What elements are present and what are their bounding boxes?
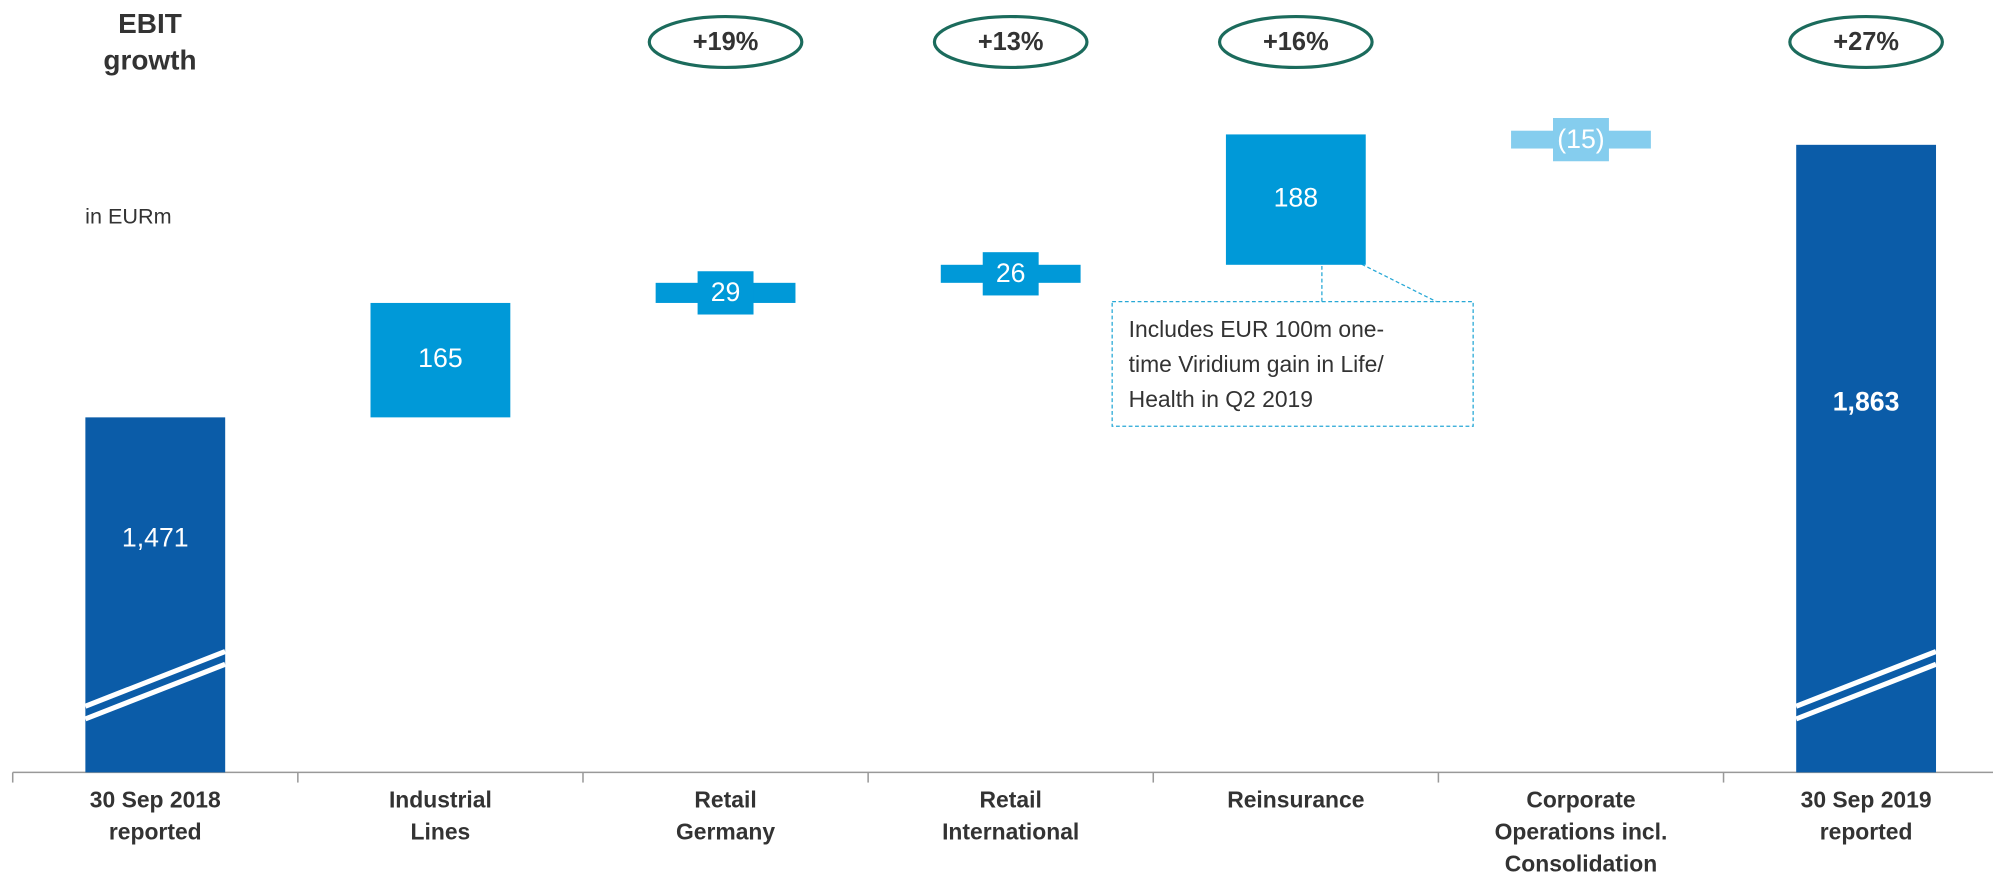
bar [1225,134,1366,265]
x-tick-label: Germany [676,819,775,845]
growth-label: +13% [978,28,1044,56]
value-label-box [697,271,754,315]
value-label: (15) [1557,124,1604,154]
value-label: 188 [1274,183,1319,213]
x-tick-label: Retail [980,787,1042,813]
growth-label: +27% [1833,28,1899,56]
chart-subtitle: in EURm [85,203,171,228]
growth-oval [647,14,804,70]
growth-oval [1788,14,1944,70]
callout-box [1111,300,1474,427]
callout-text: time Viridium gain in Life/ [1129,351,1385,377]
axis-break [84,661,227,722]
x-tick-label: reported [1820,819,1913,845]
value-label: 1,863 [1833,386,1900,416]
x-tick-label: Retail [694,787,756,813]
x-tick-label: International [942,819,1079,845]
axis-break [84,649,227,709]
x-tick-label: Lines [411,819,471,845]
chart-title: growth [103,45,196,76]
value-label: 29 [711,277,741,307]
value-label: 165 [418,343,463,373]
bar [85,417,226,773]
growth-label: +19% [693,28,759,56]
growth-label: +16% [1263,28,1329,56]
bar [370,302,511,418]
growth-oval [932,14,1089,70]
x-tick-label: reported [109,819,202,845]
value-label: 1,471 [122,523,189,553]
chart-title: EBIT [118,8,182,39]
x-tick-label: 30 Sep 2019 [1801,787,1932,813]
callout-text: Health in Q2 2019 [1129,386,1313,412]
bar [1796,144,1937,773]
value-label: 26 [996,258,1026,288]
x-tick-label: Reinsurance [1227,787,1364,813]
x-tick-label: Industrial [389,787,492,813]
x-tick-label: 30 Sep 2018 [90,787,221,813]
axis-break [1795,661,1937,722]
callout-text: Includes EUR 100m one- [1129,316,1384,342]
growth-oval [1217,14,1374,70]
x-tick-label: Corporate [1526,787,1635,813]
axis-break [1795,649,1937,709]
value-label-box [982,252,1039,296]
x-tick-label: Operations incl. [1495,819,1668,845]
value-label-box [1553,117,1609,162]
x-tick-label: Consolidation [1505,850,1657,876]
